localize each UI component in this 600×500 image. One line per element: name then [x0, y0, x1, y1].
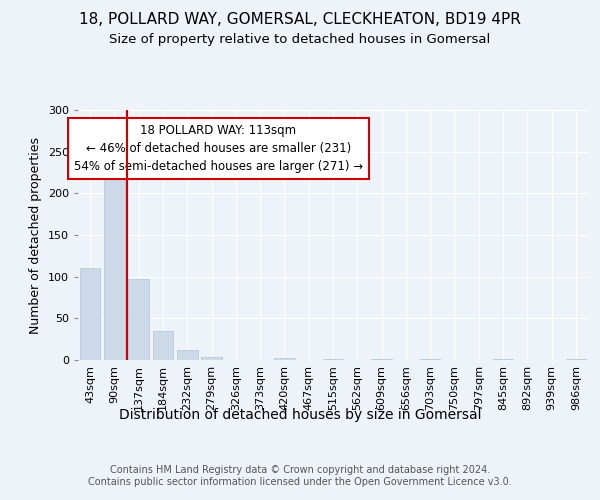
Text: 18, POLLARD WAY, GOMERSAL, CLECKHEATON, BD19 4PR: 18, POLLARD WAY, GOMERSAL, CLECKHEATON, … — [79, 12, 521, 28]
Bar — [566, 359, 586, 360]
Bar — [152, 331, 173, 360]
Bar — [371, 359, 392, 360]
Bar — [177, 350, 197, 360]
Bar — [274, 358, 295, 360]
Text: Contains HM Land Registry data © Crown copyright and database right 2024.
Contai: Contains HM Land Registry data © Crown c… — [88, 465, 512, 486]
Bar — [80, 268, 100, 360]
Bar — [104, 164, 125, 360]
Bar — [323, 359, 343, 360]
Text: Distribution of detached houses by size in Gomersal: Distribution of detached houses by size … — [119, 408, 481, 422]
Y-axis label: Number of detached properties: Number of detached properties — [29, 136, 42, 334]
Bar — [201, 356, 222, 360]
Text: 18 POLLARD WAY: 113sqm
← 46% of detached houses are smaller (231)
54% of semi-de: 18 POLLARD WAY: 113sqm ← 46% of detached… — [74, 124, 363, 173]
Text: Size of property relative to detached houses in Gomersal: Size of property relative to detached ho… — [109, 32, 491, 46]
Bar — [128, 279, 149, 360]
Bar — [493, 359, 514, 360]
Bar — [420, 359, 440, 360]
